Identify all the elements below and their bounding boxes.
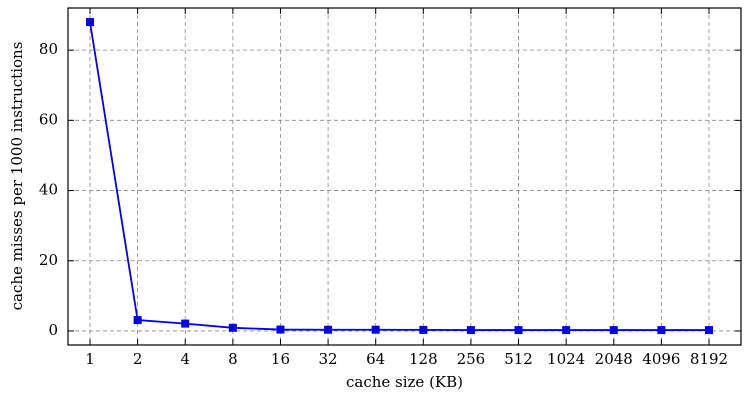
- data-point: [133, 316, 142, 325]
- plot-frame: [67, 7, 742, 346]
- x-tick-label: 8192: [690, 350, 728, 368]
- x-tick-label: 512: [504, 350, 533, 368]
- x-tick-label: 16: [271, 350, 290, 368]
- x-tick-label: 2: [133, 350, 143, 368]
- x-tick-label: 8: [228, 350, 238, 368]
- x-tick-label: 128: [409, 350, 438, 368]
- data-point: [181, 319, 190, 328]
- x-tick-label: 4096: [642, 350, 680, 368]
- data-point: [514, 326, 523, 335]
- data-point: [657, 326, 666, 335]
- x-tick-label: 32: [319, 350, 338, 368]
- y-tick-label: 80: [39, 40, 58, 58]
- data-point: [228, 323, 237, 332]
- x-tick-label: 256: [457, 350, 486, 368]
- data-point: [324, 325, 333, 334]
- data-point: [276, 325, 285, 334]
- x-axis-label: cache size (KB): [346, 373, 463, 391]
- x-tick-label: 1024: [547, 350, 585, 368]
- x-tick-label: 1: [85, 350, 95, 368]
- y-tick-label: 60: [39, 110, 58, 128]
- data-point: [609, 326, 618, 335]
- y-tick-label: 20: [39, 251, 58, 269]
- data-point: [419, 325, 428, 334]
- x-tick-label: 4: [180, 350, 190, 368]
- data-point: [86, 18, 94, 27]
- data-line: [89, 21, 709, 331]
- data-point: [371, 325, 380, 334]
- data-point: [466, 326, 475, 335]
- y-axis-label: cache misses per 1000 instructions: [8, 42, 26, 311]
- data-point: [705, 326, 713, 335]
- y-tick-label: 40: [39, 181, 58, 199]
- data-point: [562, 326, 571, 335]
- y-tick-label: 0: [48, 321, 58, 339]
- x-tick-label: 64: [366, 350, 385, 368]
- x-tick-label: 2048: [595, 350, 633, 368]
